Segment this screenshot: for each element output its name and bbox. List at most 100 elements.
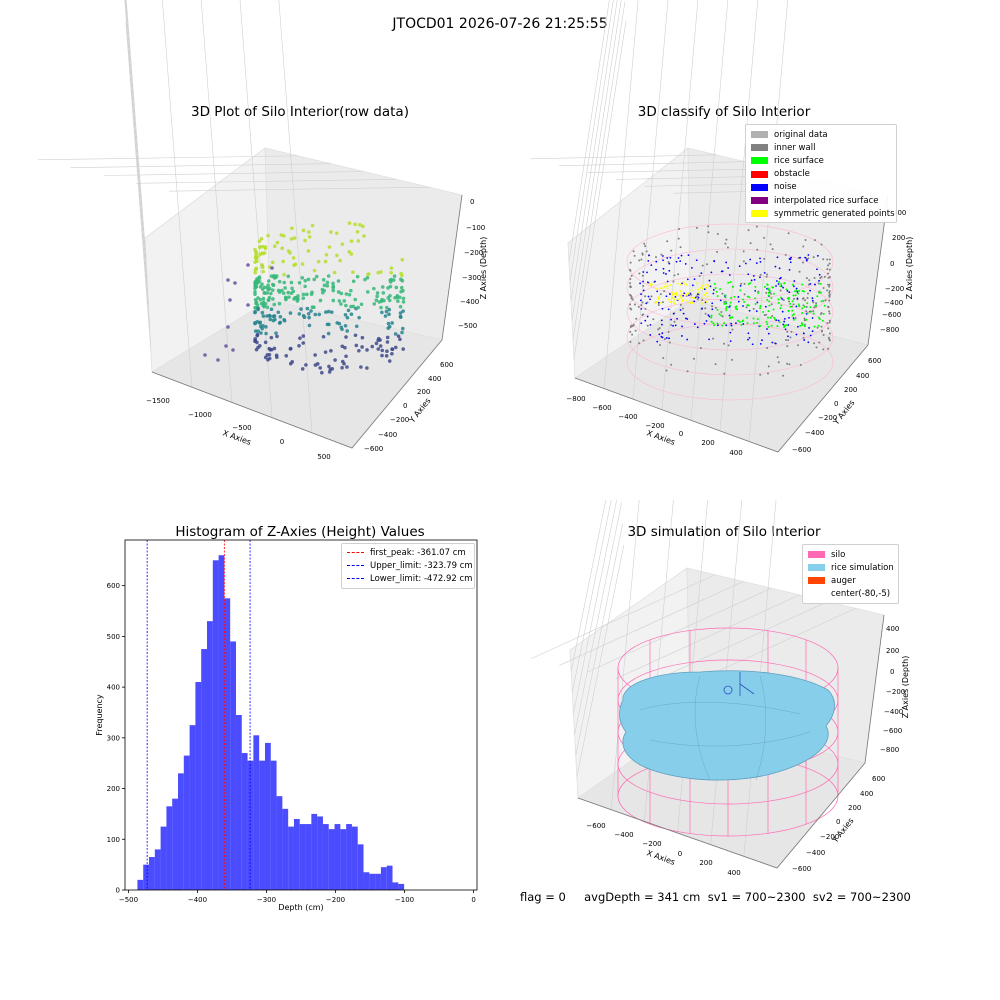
- legend-entry-first-peak: first_peak: -361.07 cm: [347, 546, 469, 559]
- raw-axis-lines: [151, 194, 463, 449]
- legend-entry-symmetric-points: symmetric generated points: [751, 207, 895, 220]
- classify-xtick: 0: [679, 430, 683, 438]
- histogram-bar: [305, 824, 312, 890]
- classify-point-cloud: [629, 225, 831, 377]
- simulation-rice-surface: [619, 670, 835, 781]
- classify-ytick: −200: [818, 414, 837, 422]
- legend-line-swatch: [347, 578, 364, 580]
- legend-entry-obstacle: obstacle: [751, 168, 891, 181]
- classify-silo-wireframe: [626, 223, 834, 401]
- histogram-xlabel: Depth (cm): [278, 903, 323, 912]
- histogram-bar: [398, 883, 405, 890]
- legend-entry-inner-wall: inner wall: [751, 141, 891, 154]
- classify-xtick: −800: [566, 395, 585, 403]
- histogram-bars: [137, 555, 405, 890]
- classify-xtick: −600: [592, 404, 611, 412]
- histogram-xtick-label: −500: [119, 896, 138, 904]
- simulation-ztick: −600: [883, 727, 902, 735]
- classify-xticks: −800 −600 −400 −200 0 200 400: [566, 395, 742, 457]
- histogram-ytick-label: 300: [107, 734, 120, 742]
- simulation-xtick: 0: [678, 850, 682, 858]
- histogram-ytick-label: 0: [116, 887, 120, 895]
- simulation-zticks: 400 200 0 −200 −400 −600 −800: [880, 625, 905, 754]
- raw-gridlines: [37, 0, 430, 433]
- raw-ytick: −600: [364, 445, 383, 453]
- legend-swatch: [751, 131, 768, 139]
- legend-swatch: [751, 157, 768, 165]
- classify-ytick: 600: [868, 357, 881, 365]
- raw-ztick: −300: [462, 274, 481, 282]
- classify-zticks: 400 200 0 −200 −400 −600 −800: [880, 209, 906, 334]
- histogram-bar: [264, 742, 271, 890]
- simulation-yticks: 600 400 200 0 −200 −400 −600: [792, 775, 885, 873]
- histogram-bar: [178, 773, 184, 890]
- legend-entry-interpolated-rice-surface: interpolated rice surface: [751, 194, 891, 207]
- histogram-bar: [351, 826, 358, 890]
- raw-yticks: 600 400 200 0 −200 −400 −600: [364, 361, 453, 453]
- classify-xlabel: X Axies: [645, 428, 676, 447]
- histogram-chart: −500 −400 −300 −200 −100 0 0 100 200 300 400 500 60…: [95, 539, 478, 912]
- histogram-bar: [235, 715, 242, 890]
- legend-entry-rice-simulation: rice simulation: [808, 561, 894, 574]
- classify-xtick: −400: [618, 413, 637, 421]
- simulation-ztick: 200: [886, 647, 899, 655]
- histogram-xtick-label: −400: [188, 896, 207, 904]
- classify-ytick: 400: [856, 372, 869, 380]
- simulation-ytick: 400: [860, 790, 873, 798]
- simulation-xtick: −600: [586, 822, 605, 830]
- simulation-ylabel: Y Axies: [830, 816, 856, 845]
- histogram-bar: [340, 829, 347, 890]
- raw-ztick: 0: [470, 198, 474, 206]
- legend-swatch: [751, 144, 768, 152]
- legend-entry-auger: auger: [808, 574, 893, 587]
- histogram-bar: [334, 824, 341, 890]
- histogram-bar: [247, 760, 254, 890]
- simulation-xticks: −600 −400 −200 0 200 400: [586, 822, 740, 877]
- histogram-bar: [183, 755, 190, 890]
- histogram-bar: [288, 826, 294, 890]
- histogram-bar: [218, 555, 225, 890]
- raw-ytick: −200: [390, 416, 409, 424]
- simulation-ytick: −400: [806, 849, 825, 857]
- histogram-bar: [299, 824, 306, 890]
- figure-suptitle: JTOCD01 2026-07-26 21:25:55: [392, 16, 608, 32]
- raw-ytick: 0: [403, 402, 407, 410]
- histogram-bar: [369, 873, 376, 890]
- classify-xtick: −200: [645, 422, 664, 430]
- simulation-ytick: −600: [792, 865, 811, 873]
- histogram-bar: [259, 760, 265, 890]
- simulation-zlabel: Z Axies (Depth): [901, 656, 910, 719]
- classify-zlabel: Z Axies (Depth): [905, 237, 914, 300]
- classify-ztick: 0: [890, 260, 894, 268]
- simulation-plot-title: 3D simulation of Silo Interior: [627, 524, 821, 540]
- raw-ztick: −200: [464, 249, 483, 257]
- simulation-xtick: 200: [699, 859, 712, 867]
- classify-plot-title: 3D classify of Silo Interior: [637, 104, 811, 120]
- histogram-bar: [230, 641, 236, 890]
- raw-ytick: 200: [417, 388, 430, 396]
- legend-entry-noise: noise: [751, 181, 891, 194]
- classify-ztick: −600: [882, 311, 901, 319]
- simulation-ztick: 400: [886, 625, 899, 633]
- classify-yticks: 600 400 200 0 −200 −400 −600: [792, 357, 881, 454]
- histogram-ytick-label: 500: [107, 633, 120, 641]
- classify-xtick: 200: [701, 439, 714, 447]
- simulation-ytick: 600: [872, 775, 885, 783]
- simulation-xtick: −400: [614, 831, 633, 839]
- classify-ztick: −200: [885, 285, 904, 293]
- histogram-bar: [293, 818, 300, 890]
- legend-entry-original-data: original data: [751, 128, 891, 141]
- histogram-bar: [375, 873, 381, 890]
- histogram-bar: [241, 753, 248, 890]
- histogram-ylabel: Frequency: [95, 694, 104, 736]
- legend-swatch: [751, 183, 768, 191]
- histogram-bar: [137, 879, 144, 890]
- histogram-bar: [270, 760, 277, 890]
- classify-ztick: 400: [893, 209, 906, 217]
- classify-ytick: −600: [792, 446, 811, 454]
- legend-entry-rice-surface: rice surface: [751, 154, 891, 167]
- raw-axes-panes: [144, 147, 463, 449]
- histogram-bar: [201, 649, 207, 890]
- raw-ztick: −400: [460, 298, 479, 306]
- simulation-ytick: −200: [820, 833, 839, 841]
